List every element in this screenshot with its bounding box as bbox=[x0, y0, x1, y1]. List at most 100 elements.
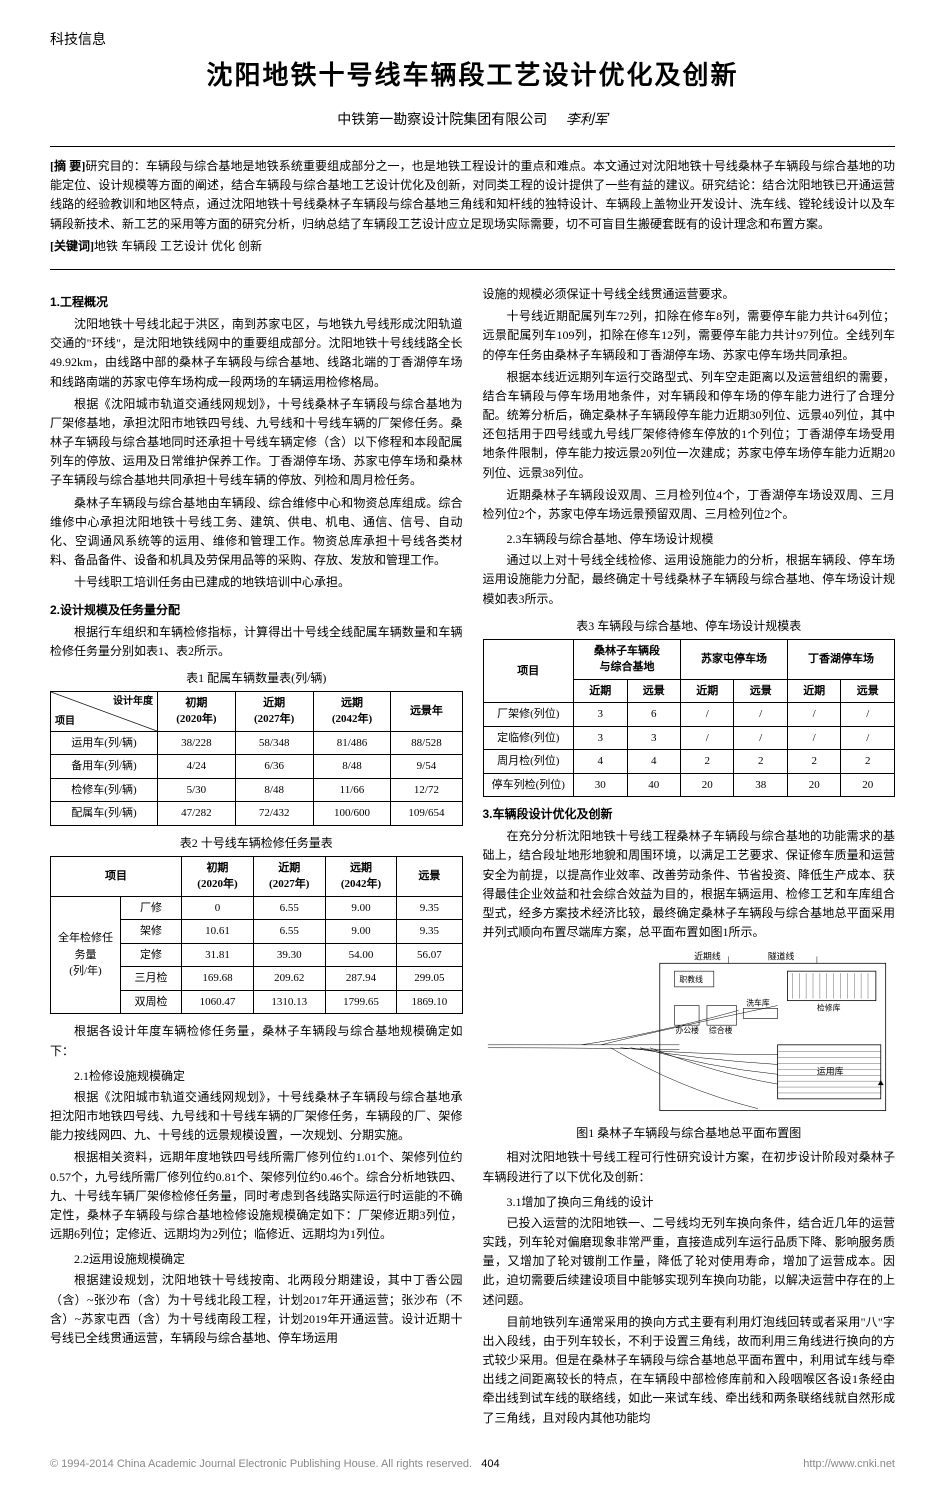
subheading-2-2: 2.2运用设施规模确定 bbox=[50, 1250, 463, 1268]
td: 3 bbox=[574, 703, 627, 727]
figure-1: 近期线 隧道线 职教线 检修库 办公楼 bbox=[483, 950, 896, 1120]
table-2: 项目 初期 (2020年) 近期 (2027年) 远期 (2042年) 远景 全… bbox=[50, 856, 463, 1015]
td: 8/48 bbox=[313, 755, 391, 779]
td: 1799.65 bbox=[325, 990, 397, 1014]
para: 根据本线近远期列车运行交路型式、列车空走距离以及运营组织的需要，结合车辆段与停车… bbox=[483, 368, 896, 483]
author-name: 李利军 bbox=[566, 113, 608, 128]
th: 项目 bbox=[51, 856, 182, 896]
td: 1310.13 bbox=[253, 990, 325, 1014]
heading-2: 2.设计规模及任务量分配 bbox=[50, 601, 463, 619]
td: / bbox=[841, 726, 895, 750]
para: 根据各设计年度车辆检修任务量，桑林子车辆段与综合基地规模确定如下： bbox=[50, 1022, 463, 1060]
svg-text:隧道线: 隧道线 bbox=[767, 951, 794, 962]
svg-text:综合楼: 综合楼 bbox=[708, 1025, 732, 1035]
section-header: 科技信息 bbox=[50, 30, 895, 51]
td: 定临修(列位) bbox=[483, 726, 574, 750]
para: 根据《沈阳城市轨道交通线网规划》，十号线桑林子车辆段与综合基地为厂架修基地，承担… bbox=[50, 395, 463, 491]
para: 桑林子车辆段与综合基地由车辆段、综合维修中心和物资总库组成。综合维修中心承担沈阳… bbox=[50, 494, 463, 571]
subheading-2-3: 2.3车辆段与综合基地、停车场设计规模 bbox=[483, 530, 896, 548]
th: 近期 bbox=[787, 679, 840, 703]
th: 远景 bbox=[397, 856, 462, 896]
td: 8/48 bbox=[235, 778, 313, 802]
td: 38 bbox=[734, 773, 787, 797]
svg-text:洗车库: 洗车库 bbox=[746, 998, 770, 1008]
abstract-label: [摘 要] bbox=[50, 159, 85, 173]
td: 31.81 bbox=[182, 943, 254, 967]
subheading-2-1: 2.1检修设施规模确定 bbox=[50, 1067, 463, 1085]
svg-text:近期线: 近期线 bbox=[694, 951, 721, 962]
para: 通过以上对十号线全线检修、运用设施能力的分析，根据车辆段、停车场运用设施能力分配… bbox=[483, 551, 896, 609]
th: 远期 (2042年) bbox=[325, 856, 397, 896]
td: 38/228 bbox=[157, 731, 235, 755]
td: 1869.10 bbox=[397, 990, 462, 1014]
th: 苏家屯停车场 bbox=[680, 639, 787, 679]
td: 9.00 bbox=[325, 920, 397, 944]
td: 定修 bbox=[120, 943, 181, 967]
left-column: 1.工程概况 沈阳地铁十号线北起于洪区，南到苏家屯区，与地铁九号线形成沈阳轨道交… bbox=[50, 285, 463, 1431]
table-3: 项目 桑林子车辆段 与综合基地 苏家屯停车场 丁香湖停车场 近期远景 近期远景 … bbox=[483, 639, 896, 798]
td: 20 bbox=[841, 773, 895, 797]
td: 9.35 bbox=[397, 920, 462, 944]
td: 72/432 bbox=[235, 802, 313, 826]
td: 2 bbox=[734, 750, 787, 774]
td: 配属车(列/辆) bbox=[51, 802, 158, 826]
para: 已投入运营的沈阳地铁一、二号线均无列车换向条件，结合近几年的运营实践，列车轮对偏… bbox=[483, 1214, 896, 1310]
td: 39.30 bbox=[253, 943, 325, 967]
td: / bbox=[680, 703, 733, 727]
td: / bbox=[734, 726, 787, 750]
abstract-block: [摘 要]研究目的：车辆段与综合基地是地铁系统重要组成部分之一，也是地铁工程设计… bbox=[50, 146, 895, 270]
td: 20 bbox=[787, 773, 840, 797]
td: 备用车(列/辆) bbox=[51, 755, 158, 779]
th: 项目 bbox=[483, 639, 574, 703]
td: 6/36 bbox=[235, 755, 313, 779]
td: 100/600 bbox=[313, 802, 391, 826]
td: / bbox=[734, 703, 787, 727]
th: 远期 (2042年) bbox=[313, 691, 391, 731]
td: 2 bbox=[841, 750, 895, 774]
para: 根据建设规划，沈阳地铁十号线按南、北两段分期建设，其中丁香公园（含）~张沙布（含… bbox=[50, 1271, 463, 1348]
t1-diag-top: 设计年度 bbox=[113, 694, 153, 709]
th: 近期 bbox=[680, 679, 733, 703]
td: 88/528 bbox=[391, 731, 462, 755]
td: 6.55 bbox=[253, 920, 325, 944]
page-footer: © 1994-2014 China Academic Journal Elect… bbox=[50, 1456, 895, 1473]
th: 初期 (2020年) bbox=[182, 856, 254, 896]
subheading-3-1: 3.1增加了换向三角线的设计 bbox=[483, 1193, 896, 1211]
para: 十号线近期配属列车72列，扣除在修车8列，需要停车能力共计64列位；远景配属列车… bbox=[483, 307, 896, 365]
article-title: 沈阳地铁十号线车辆段工艺设计优化及创新 bbox=[50, 56, 895, 95]
td: 厂修 bbox=[120, 896, 181, 920]
td: 20 bbox=[680, 773, 733, 797]
para: 根据《沈阳城市轨道交通线网规划》，十号线桑林子车辆段与综合基地承担沈阳市地铁四号… bbox=[50, 1088, 463, 1146]
td: 周月检(列位) bbox=[483, 750, 574, 774]
td: 54.00 bbox=[325, 943, 397, 967]
td: 三月检 bbox=[120, 967, 181, 991]
th: 丁香湖停车场 bbox=[787, 639, 894, 679]
td: 停车列检(列位) bbox=[483, 773, 574, 797]
heading-1: 1.工程概况 bbox=[50, 293, 463, 311]
td: 58/348 bbox=[235, 731, 313, 755]
th: 远景年 bbox=[391, 691, 462, 731]
keywords-text: 地铁 车辆段 工艺设计 优化 创新 bbox=[94, 239, 262, 253]
para: 根据行车组织和车辆检修指标，计算得出十号线全线配属车辆数量和车辆检修任务量分别如… bbox=[50, 623, 463, 661]
td: 287.94 bbox=[325, 967, 397, 991]
para: 相对沈阳地铁十号线工程可行性研究设计方案，在初步设计阶段对桑林子车辆段进行了以下… bbox=[483, 1148, 896, 1186]
svg-text:检修库: 检修库 bbox=[816, 1003, 840, 1013]
td: 2 bbox=[680, 750, 733, 774]
para: 十号线职工培训任务由已建成的地铁培训中心承担。 bbox=[50, 573, 463, 592]
td: / bbox=[787, 726, 840, 750]
td: 9/54 bbox=[391, 755, 462, 779]
affiliation: 中铁第一勘察设计院集团有限公司 bbox=[337, 113, 547, 128]
footer-copyright: © 1994-2014 China Academic Journal Elect… bbox=[50, 1456, 500, 1473]
td: 5/30 bbox=[157, 778, 235, 802]
td: 0 bbox=[182, 896, 254, 920]
para: 近期桑林子车辆段设双周、三月检列位4个，丁香湖停车场设双周、三月检列位2个，苏家… bbox=[483, 486, 896, 524]
td: / bbox=[787, 703, 840, 727]
td: / bbox=[680, 726, 733, 750]
svg-text:运用库: 运用库 bbox=[816, 1066, 843, 1077]
td: 30 bbox=[574, 773, 627, 797]
th: 初期 (2020年) bbox=[157, 691, 235, 731]
td: 9.00 bbox=[325, 896, 397, 920]
para: 目前地铁列车通常采用的换向方式主要有利用灯泡线回转或者采用"八"字出入段线，由于… bbox=[483, 1313, 896, 1428]
td: 81/486 bbox=[313, 731, 391, 755]
td-rowhead: 全年检修任务量 (列/年) bbox=[51, 896, 121, 1014]
